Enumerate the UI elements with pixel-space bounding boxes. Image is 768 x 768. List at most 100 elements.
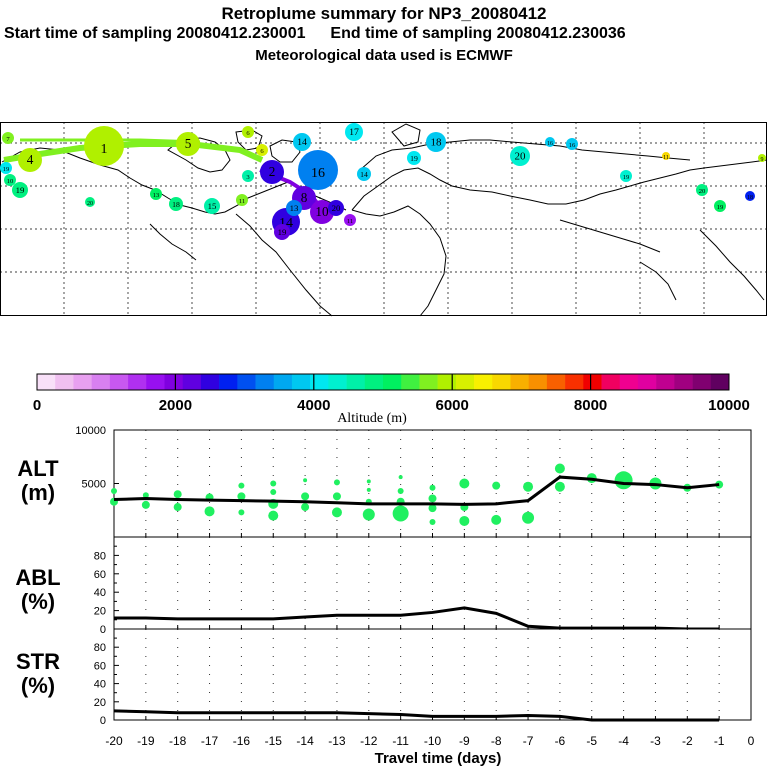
sampling-times: Start time of sampling 20080412.230001 E… (4, 25, 768, 43)
map-bubble-label: 19 (278, 227, 287, 237)
map-bubble-label: 19 (16, 185, 25, 195)
map-bubble-label: 11 (347, 218, 353, 225)
coastline (559, 219, 661, 253)
map-bubble-label: 10 (7, 178, 14, 185)
x-tick-label: -6 (555, 734, 566, 748)
colorbar-cell (510, 374, 529, 390)
map-bubble-label: 16 (569, 142, 576, 149)
map-bubble-label: 18 (747, 195, 753, 201)
colorbar-cell (528, 374, 548, 390)
colorbar-cell (55, 374, 74, 390)
alt-cluster-point (301, 503, 310, 512)
map-bubble (344, 214, 356, 226)
map-bubble (176, 132, 200, 156)
map-bubble-label: 8 (301, 190, 308, 205)
colorbar-cell (637, 374, 657, 390)
x-tick-label: -2 (682, 734, 693, 748)
abl-y-tick-label: 20 (94, 606, 106, 618)
colorbar-tick-label: 6000 (436, 397, 469, 414)
colorbar-frame (36, 373, 730, 391)
alt-cluster-point (331, 507, 342, 518)
colorbar-cell (601, 374, 621, 390)
map-bubble (85, 197, 95, 207)
x-tick-label: -9 (459, 734, 470, 748)
alt-cluster-point (301, 492, 310, 501)
colorbar-cell (619, 374, 639, 390)
alt-clusters (110, 463, 724, 526)
colorbar-cell (583, 374, 602, 390)
colorbar-cell (310, 374, 329, 390)
alt-cluster-point (523, 481, 534, 492)
alt-cluster-point (142, 492, 149, 499)
alt-cluster-point (522, 511, 535, 524)
x-tick-label: -8 (491, 734, 502, 748)
alt-cluster-point (237, 492, 246, 501)
colorbar-cell (91, 374, 111, 390)
abl-y-tick-label: 60 (94, 569, 106, 581)
map-bubble (4, 174, 16, 186)
map-bubble (545, 137, 555, 147)
x-tick-label: -5 (586, 734, 597, 748)
map-bubble-label: 17 (349, 127, 359, 138)
coastline (699, 229, 765, 301)
map-bubble-label: 3 (246, 174, 250, 181)
map-bubble-label: 5 (185, 136, 192, 151)
map-bubble-label: 6 (246, 130, 250, 137)
map-bubble (286, 200, 302, 216)
str-series-line (113, 709, 720, 722)
alt-cluster-point (238, 509, 245, 516)
start-time-label: Start time of sampling 20080412.230001 (4, 25, 306, 42)
alt-cluster-point (428, 504, 437, 513)
met-data-label: Meteorological data used is ECMWF (255, 47, 513, 64)
colorbar-cell (237, 374, 256, 390)
str-y-tick-label: 40 (94, 679, 106, 691)
alt-label-line1: ALT (17, 456, 59, 481)
abl-label-line2: (%) (20, 589, 56, 614)
colorbar-tick-label: 10000 (708, 397, 750, 414)
map-bubble (758, 154, 766, 162)
colorbar-cell (546, 374, 566, 390)
map-bubble-label: 19 (717, 204, 724, 211)
colorbar-cell (291, 374, 311, 390)
coastline (351, 205, 447, 317)
map-bubble-label: 11 (239, 198, 245, 205)
colorbar-cell (492, 374, 511, 390)
alt-cluster-point (141, 500, 150, 509)
map-bubble (696, 184, 708, 196)
colorbar-cell (674, 374, 693, 390)
str-y-tick-label: 80 (94, 642, 106, 654)
map-bubble-label: 18 (431, 137, 443, 149)
colorbar-cell (328, 374, 347, 390)
alt-cluster-point (429, 519, 436, 526)
alt-cluster-point (366, 487, 371, 492)
map-bubble-label: 2 (269, 164, 276, 179)
map-bubble (407, 151, 421, 165)
alt-panel-label: ALT (m) (8, 457, 68, 505)
map-bubble-label: 10 (315, 204, 329, 219)
alt-cluster-point (554, 463, 565, 474)
map-bubble (426, 132, 446, 152)
x-tick-label: 0 (748, 734, 755, 748)
colorbar-tick-label: 4000 (297, 397, 330, 414)
alt-y-tick-label: 10000 (75, 425, 106, 437)
map-bubble-label: 14 (360, 170, 368, 179)
map-bubble (0, 162, 12, 174)
x-tick-label: -4 (618, 734, 629, 748)
colorbar-cell (401, 374, 420, 390)
alt-series-line (113, 475, 720, 506)
x-tick-label: -16 (233, 734, 251, 748)
colorbar-cell (692, 374, 712, 390)
coastline (391, 123, 421, 147)
str-y-tick-label: 20 (94, 697, 106, 709)
map-bubble-label: 20 (515, 151, 527, 163)
abl-panel-label: ABL (%) (8, 566, 68, 614)
colorbar-cell (474, 374, 493, 390)
colorbar-cell (419, 374, 438, 390)
alt-cluster-point (554, 481, 565, 492)
alt-cluster-point (204, 506, 215, 517)
map-bubble-label: 16 (547, 141, 553, 147)
map-bubble-label: 14 (297, 137, 307, 148)
map-bubble-label: 18 (172, 200, 180, 209)
coastline (359, 139, 691, 171)
colorbar-cell (73, 374, 92, 390)
